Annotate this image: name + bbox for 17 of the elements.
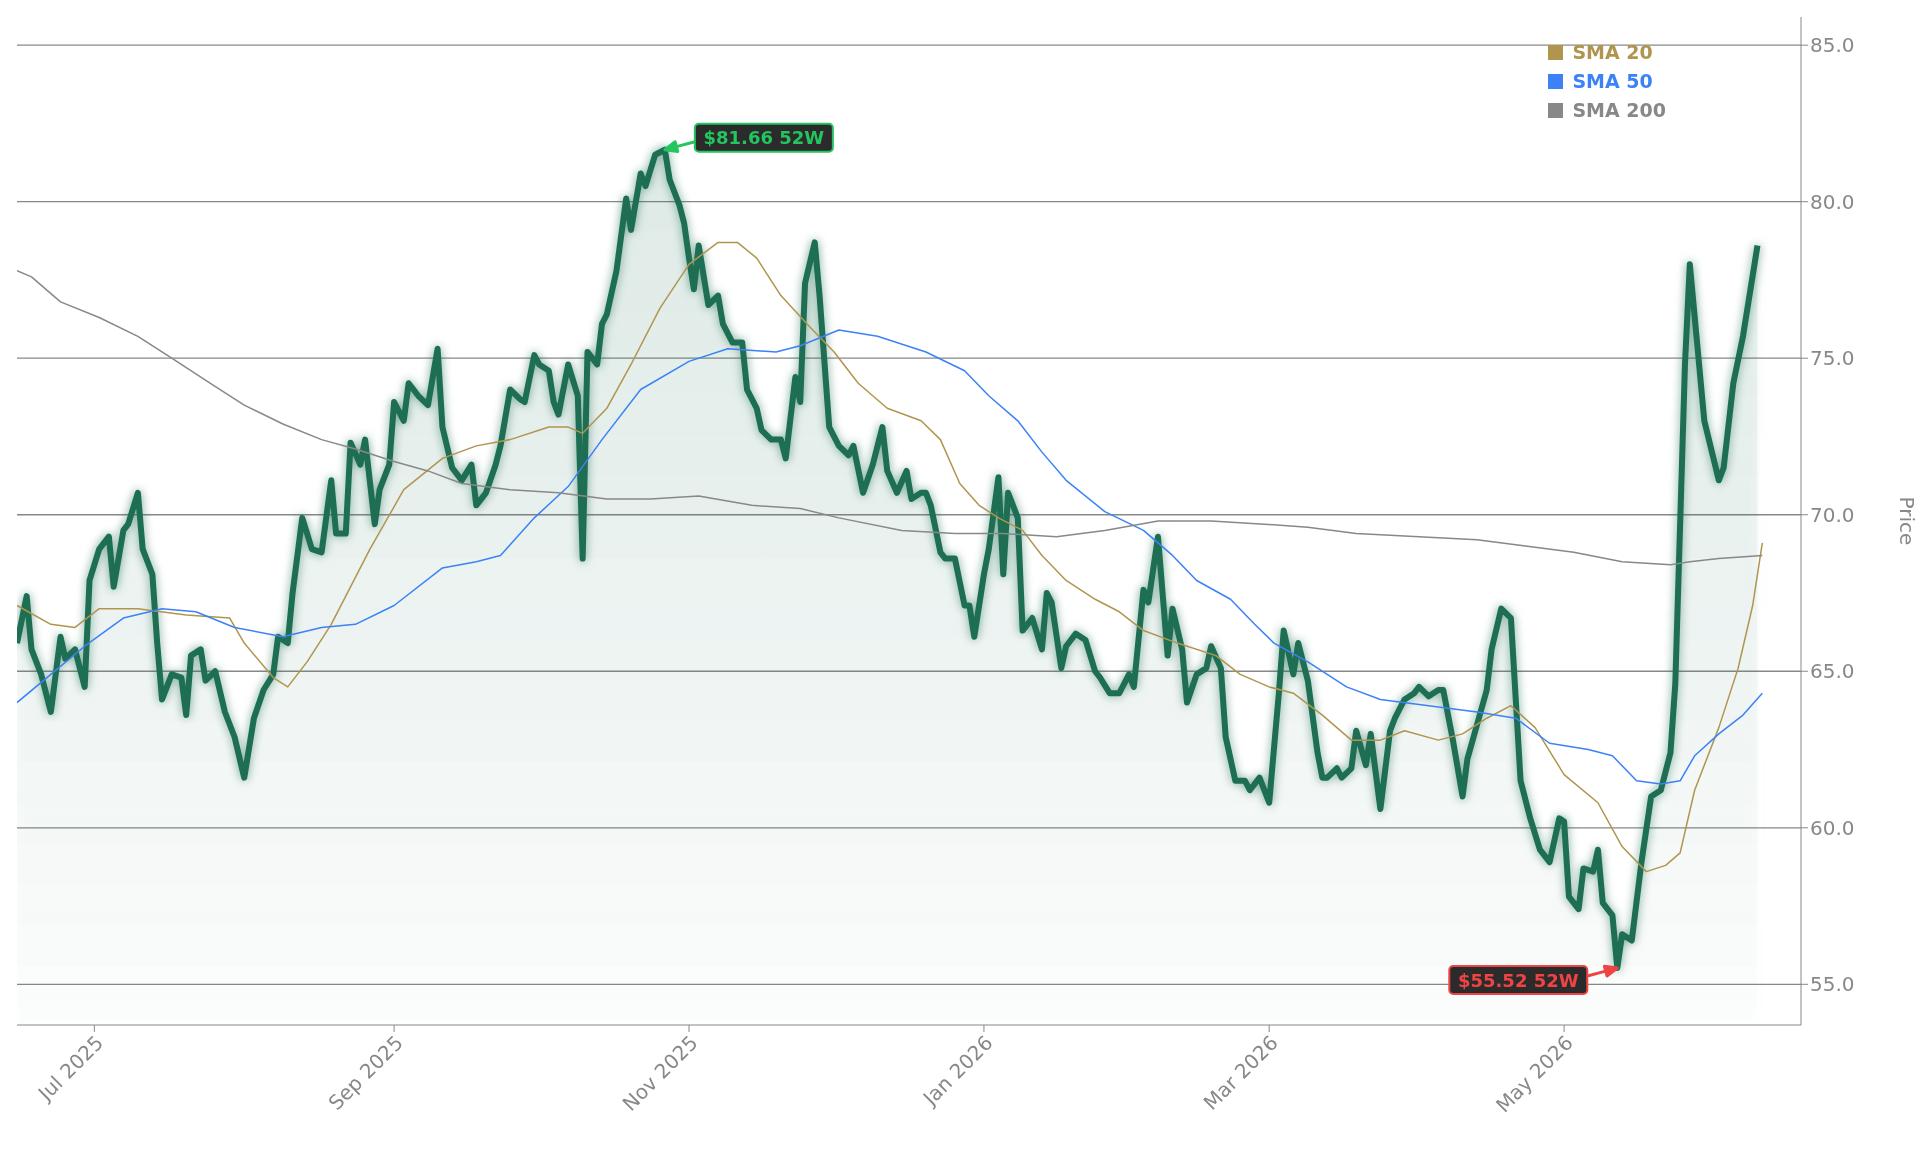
annotation: $81.66 52W [703, 127, 825, 149]
y-tick-label: 65.0 [1810, 659, 1855, 684]
callout: $55.52 52W [1448, 964, 1619, 996]
y-tick-label: 70.0 [1810, 502, 1855, 527]
line-series [17, 241, 1764, 873]
y-tick-label: 85.0 [1810, 33, 1855, 58]
y-tick-label: 60.0 [1810, 815, 1855, 840]
y-tick-label: 75.0 [1810, 346, 1855, 371]
legend-label: SMA 20 [1572, 40, 1653, 65]
y-axis-title: Price [1894, 496, 1919, 546]
y-tick-label: 55.0 [1810, 972, 1855, 997]
line-series [17, 329, 1764, 785]
legend-label: SMA 50 [1572, 69, 1653, 94]
annotation: $55.52 52W [1457, 969, 1579, 991]
legend-label: SMA 200 [1572, 98, 1666, 123]
y-tick-label: 80.0 [1810, 189, 1855, 214]
callout: $81.66 52W [663, 122, 834, 153]
